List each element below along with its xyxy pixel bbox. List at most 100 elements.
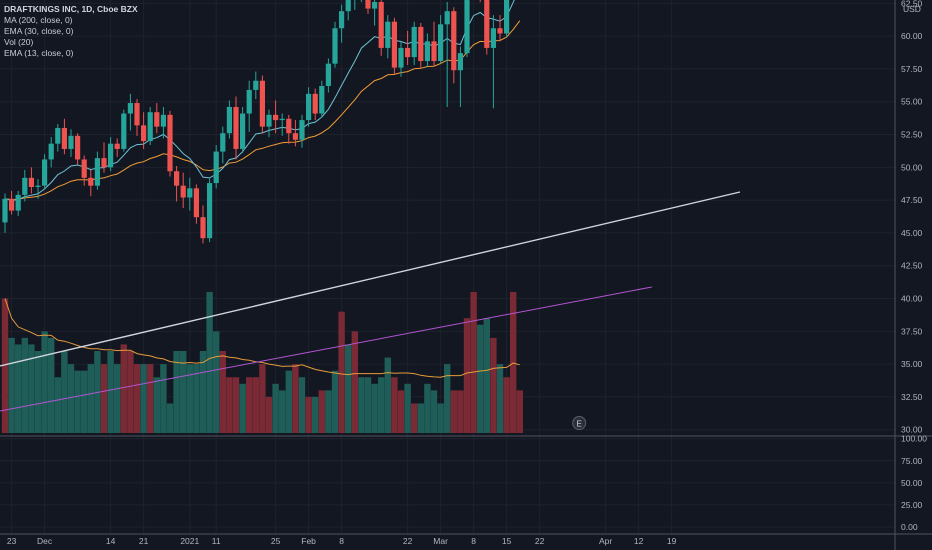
- volume-bar: [232, 377, 240, 433]
- lower-tick-label: 50.00: [901, 478, 923, 488]
- price-tick-label: 45.00: [901, 228, 923, 238]
- candle-body: [286, 118, 292, 134]
- volume-bar: [384, 357, 391, 433]
- candle-body: [88, 177, 94, 186]
- candle-body: [490, 28, 496, 48]
- lower-tick-label: 0.00: [901, 522, 918, 532]
- volume-bar: [292, 364, 299, 433]
- volume-bar: [265, 396, 273, 433]
- candle-body: [411, 26, 417, 58]
- price-tick-label: 62.50: [901, 0, 923, 8]
- legend-item-vol[interactable]: Vol (20): [4, 37, 34, 47]
- volume-bar: [252, 377, 259, 433]
- volume-bar: [463, 318, 471, 433]
- candle-body: [101, 158, 107, 168]
- volume-bar: [437, 403, 444, 433]
- legend-item-ma200[interactable]: MA (200, close, 0): [4, 15, 73, 25]
- candle-body: [81, 159, 87, 178]
- candle-body: [2, 198, 8, 223]
- candle-body: [259, 80, 265, 127]
- time-tick-label: 23: [7, 536, 17, 546]
- volume-bar: [391, 377, 398, 433]
- volume-bar: [186, 364, 193, 433]
- legend-item-ema13[interactable]: EMA (13, close, 0): [4, 48, 74, 58]
- chart-legend: DRAFTKINGS INC, 1D, Cboe BZX MA (200, cl…: [4, 4, 138, 59]
- volume-bar: [470, 291, 477, 433]
- volume-bar: [272, 383, 279, 433]
- lower-tick-label: 100.00: [901, 434, 927, 444]
- candle-body: [127, 103, 133, 114]
- volume-bar: [1, 298, 9, 433]
- volume-bar: [325, 390, 332, 433]
- candle-body: [147, 112, 153, 142]
- candle-body: [451, 11, 457, 71]
- price-tick-label: 55.00: [901, 97, 923, 107]
- volume-bar: [417, 403, 424, 433]
- volume-bar: [318, 390, 325, 433]
- price-tick-label: 47.50: [901, 195, 923, 205]
- candle-body: [372, 2, 378, 9]
- price-tick-label: 30.00: [901, 425, 923, 435]
- time-tick-label: 11: [212, 536, 221, 546]
- volume-bar: [34, 351, 42, 433]
- lower-tick-label: 25.00: [901, 500, 923, 510]
- volume-bar: [503, 377, 510, 433]
- candle-body: [299, 120, 305, 140]
- candle-body: [154, 112, 160, 127]
- candle-body: [220, 133, 226, 152]
- legend-item-ema30[interactable]: EMA (30, close, 0): [4, 26, 74, 36]
- volume-bar: [351, 331, 358, 433]
- volume-bar: [147, 364, 154, 433]
- volume-bar: [87, 364, 94, 433]
- volume-bar: [180, 351, 187, 433]
- candle-body: [15, 194, 21, 211]
- volume-bar: [133, 364, 141, 433]
- time-tick-label: 8: [471, 536, 476, 546]
- volume-bar: [193, 364, 200, 433]
- time-tick-label: 25: [271, 536, 281, 546]
- candle-body: [141, 125, 147, 142]
- candle-body: [121, 113, 127, 149]
- volume-bar: [74, 370, 81, 433]
- volume-bar: [397, 390, 405, 433]
- volume-bar: [28, 344, 35, 433]
- candle-body: [246, 89, 252, 114]
- lower-tick-label: 75.00: [901, 456, 923, 466]
- volume-bar: [41, 331, 48, 433]
- price-tick-label: 60.00: [901, 31, 923, 41]
- candle-body: [385, 21, 391, 48]
- candle-body: [398, 47, 404, 68]
- candle-body: [48, 143, 54, 160]
- candle-body: [319, 85, 325, 114]
- volume-bar: [173, 351, 180, 433]
- candle-body: [266, 114, 272, 127]
- candle-body: [75, 135, 81, 160]
- volume-bar: [444, 364, 451, 433]
- candle-body: [279, 118, 285, 121]
- candle-body: [193, 188, 199, 218]
- volume-bar: [457, 390, 464, 433]
- candle-body: [213, 151, 219, 184]
- chart-title: DRAFTKINGS INC, 1D, Cboe BZX: [4, 4, 138, 14]
- price-tick-label: 37.50: [901, 326, 923, 336]
- candle-body: [174, 171, 180, 186]
- volume-bar: [213, 331, 220, 433]
- volume-bar: [61, 351, 68, 433]
- volume-bar: [510, 291, 517, 433]
- volume-bar: [107, 351, 114, 433]
- candle-body: [134, 103, 140, 126]
- candle-body: [160, 114, 166, 127]
- time-tick-label: 14: [106, 536, 116, 546]
- candle-body: [200, 217, 206, 239]
- volume-bar: [48, 337, 55, 433]
- volume-bar: [67, 364, 75, 433]
- price-tick-label: 32.50: [901, 392, 923, 402]
- volume-bar: [490, 337, 497, 433]
- volume-bar: [21, 337, 28, 433]
- candle-body: [61, 127, 67, 149]
- volume-bar: [358, 377, 365, 433]
- trendline: [0, 191, 741, 367]
- volume-bar: [331, 370, 339, 433]
- ma200-line: [0, 286, 652, 412]
